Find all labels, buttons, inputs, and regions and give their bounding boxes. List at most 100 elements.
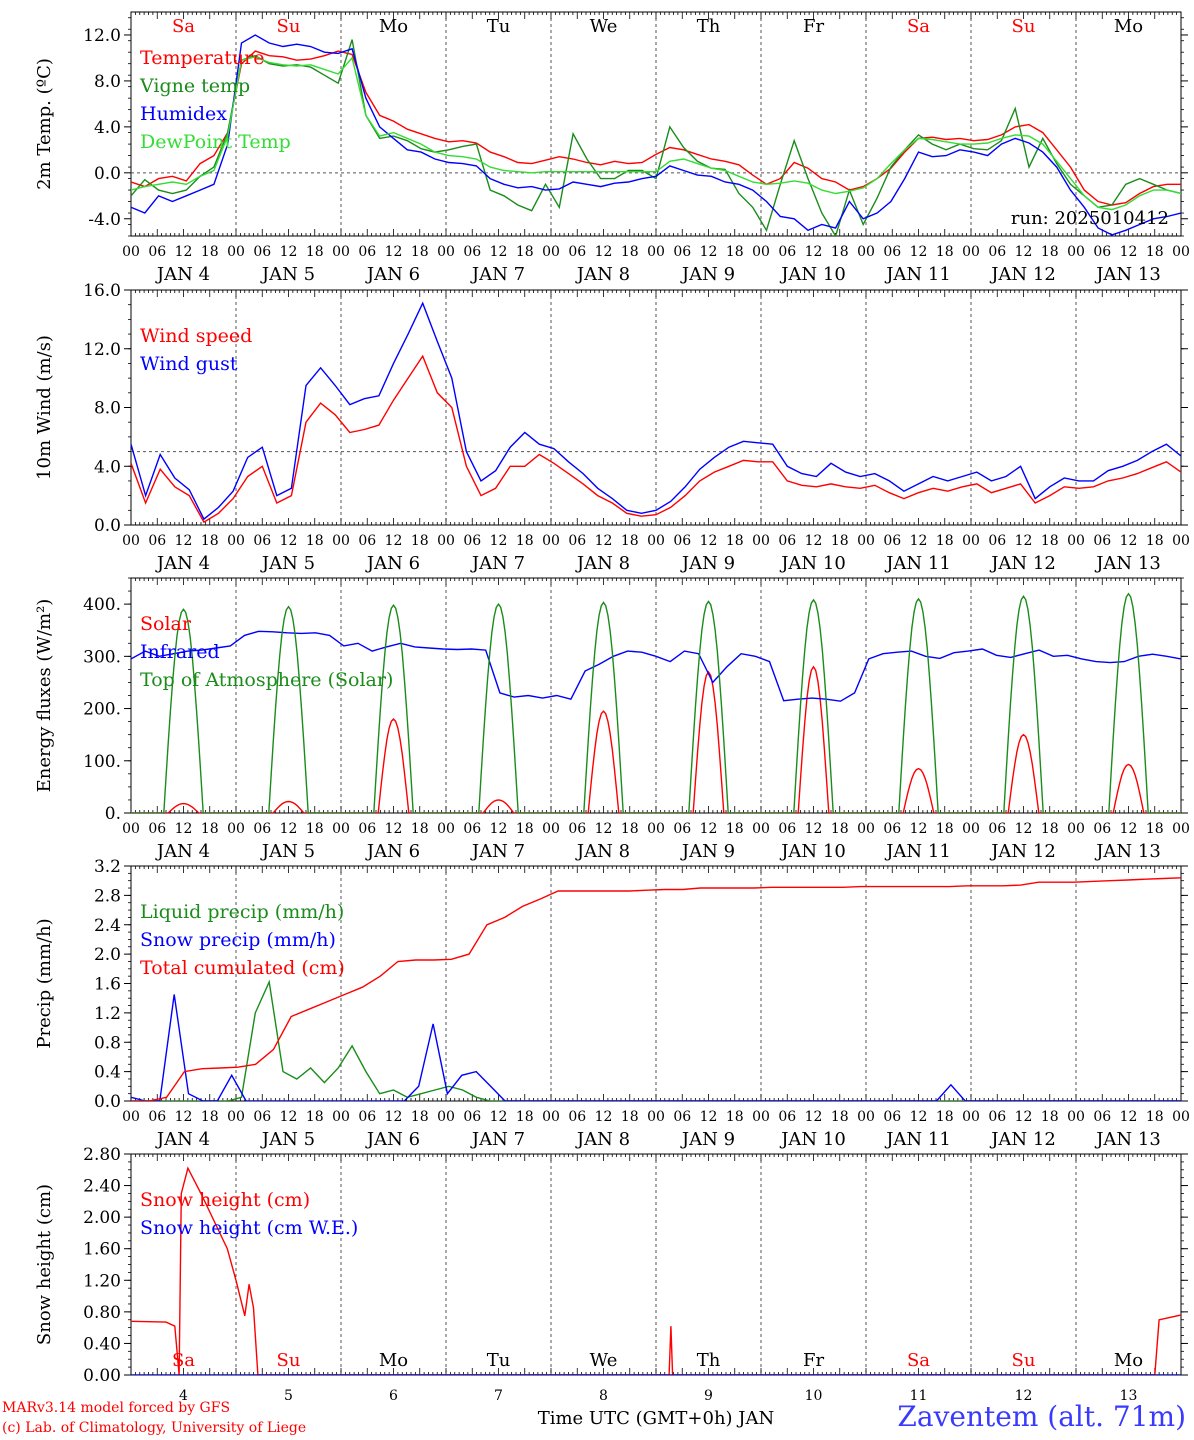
- hour-tick-label: 18: [516, 821, 534, 837]
- hour-tick-label: 18: [201, 821, 219, 837]
- day-number-label: 7: [494, 1388, 503, 1404]
- hour-tick-label: 12: [910, 533, 928, 549]
- hour-tick-label: 06: [253, 533, 271, 549]
- hour-tick-label: 18: [1041, 1109, 1059, 1125]
- series-liquid-precip-mm-h: [131, 979, 1181, 1101]
- panel-5: [124, 1153, 1188, 1376]
- y-tick-label: 0.0: [94, 1092, 121, 1112]
- hour-tick-label: 12: [595, 533, 613, 549]
- hour-tick-label: 06: [673, 821, 691, 837]
- y-tick-label: 2.40: [83, 1177, 121, 1197]
- y-tick-label: 1.2: [94, 1004, 121, 1024]
- series-humidex: [131, 34, 1181, 236]
- weekday-label: Su: [1012, 1350, 1036, 1371]
- day-number-label: 4: [179, 1388, 188, 1404]
- hour-tick-label: 12: [805, 821, 823, 837]
- hour-tick-label: 00: [542, 1109, 560, 1125]
- series-infrared: [131, 630, 1181, 702]
- hour-tick-label: 12: [385, 244, 403, 260]
- hour-tick-label: 12: [280, 533, 298, 549]
- date-label: JAN 8: [575, 264, 630, 285]
- hour-tick-label: 00: [857, 821, 875, 837]
- hour-tick-label: 12: [910, 821, 928, 837]
- hour-tick-label: 06: [253, 1109, 271, 1125]
- y-tick-label: 0.: [105, 804, 121, 824]
- legend-entry: Snow height (cm): [140, 1189, 310, 1211]
- hour-tick-label: 18: [201, 244, 219, 260]
- weekday-label: Su: [1012, 16, 1036, 37]
- hour-tick-label: 18: [726, 244, 744, 260]
- date-label: JAN 7: [470, 1129, 525, 1150]
- day-number-label: 11: [910, 1388, 928, 1404]
- hour-tick-label: 06: [253, 244, 271, 260]
- weekday-label: We: [590, 1350, 618, 1371]
- date-label: JAN 10: [779, 553, 846, 574]
- hour-tick-label: 12: [700, 821, 718, 837]
- hour-tick-label: 18: [201, 533, 219, 549]
- hour-tick-label: 06: [1093, 244, 1111, 260]
- hour-tick-label: 18: [201, 1109, 219, 1125]
- hour-tick-label: 12: [805, 244, 823, 260]
- hour-tick-label: 12: [1015, 1109, 1033, 1125]
- date-label: JAN 11: [884, 553, 951, 574]
- y-tick-label: 0.0: [94, 516, 121, 536]
- hour-tick-label: 12: [175, 1109, 193, 1125]
- hour-tick-label: 12: [700, 244, 718, 260]
- date-label: JAN 4: [155, 264, 210, 285]
- hour-tick-label: 06: [358, 821, 376, 837]
- date-label: JAN 4: [155, 553, 210, 574]
- series-wind-speed: [131, 354, 1181, 524]
- hour-tick-label: 12: [595, 244, 613, 260]
- hour-tick-label: 06: [148, 821, 166, 837]
- hour-tick-label: 00: [122, 1109, 140, 1125]
- series-dewpoint-temp: [131, 56, 1181, 211]
- hour-tick-label: 06: [358, 244, 376, 260]
- series-vigne-temp: [131, 39, 1181, 236]
- hour-tick-label: 12: [805, 533, 823, 549]
- date-label: JAN 12: [989, 553, 1056, 574]
- date-label: JAN 13: [1094, 841, 1161, 862]
- weekday-label: Mo: [379, 1350, 408, 1371]
- hour-tick-label: 00: [1067, 244, 1085, 260]
- hour-tick-label: 18: [831, 1109, 849, 1125]
- legend-entry: Infrared: [140, 641, 220, 663]
- hour-tick-label: 12: [1015, 533, 1033, 549]
- legend-entry: Temperature: [140, 47, 264, 69]
- hour-tick-label: 18: [621, 821, 639, 837]
- hour-tick-label: 06: [253, 821, 271, 837]
- date-label: JAN 6: [365, 1129, 420, 1150]
- hour-tick-label: 00: [227, 1109, 245, 1125]
- weekday-label: Fr: [803, 1350, 824, 1371]
- hour-tick-label: 00: [752, 1109, 770, 1125]
- hour-tick-label: 12: [1015, 821, 1033, 837]
- date-label: JAN 5: [260, 841, 315, 862]
- run-label: run: 2025010412: [1011, 208, 1169, 229]
- hour-tick-label: 00: [332, 821, 350, 837]
- hour-tick-label: 18: [1041, 533, 1059, 549]
- y-tick-label: 16.0: [83, 281, 121, 301]
- legend-entry: Liquid precip (mm/h): [140, 901, 344, 923]
- hour-tick-label: 18: [936, 821, 954, 837]
- y-tick-label: 0.0: [94, 164, 121, 184]
- hour-tick-label: 06: [148, 533, 166, 549]
- hour-tick-label: 06: [778, 533, 796, 549]
- y-tick-label: 0.80: [83, 1303, 121, 1323]
- day-number-label: 12: [1015, 1388, 1033, 1404]
- hour-tick-label: 12: [910, 244, 928, 260]
- hour-tick-label: 06: [568, 533, 586, 549]
- weekday-label: Sa: [907, 16, 930, 37]
- hour-tick-label: 18: [411, 821, 429, 837]
- hour-tick-label: 00: [542, 821, 560, 837]
- y-axis-label: 2m Temp. (ºC): [34, 58, 55, 190]
- weekday-label: Fr: [803, 16, 824, 37]
- y-tick-label: 1.6: [94, 975, 121, 995]
- hour-tick-label: 00: [437, 533, 455, 549]
- date-label: JAN 7: [470, 841, 525, 862]
- hour-tick-label: 18: [1041, 821, 1059, 837]
- weekday-label: Th: [697, 1350, 721, 1371]
- date-label: JAN 7: [470, 553, 525, 574]
- y-tick-label: 12.0: [83, 340, 121, 360]
- hour-tick-label: 06: [358, 1109, 376, 1125]
- hour-tick-label: 18: [516, 244, 534, 260]
- hour-tick-label: 06: [148, 244, 166, 260]
